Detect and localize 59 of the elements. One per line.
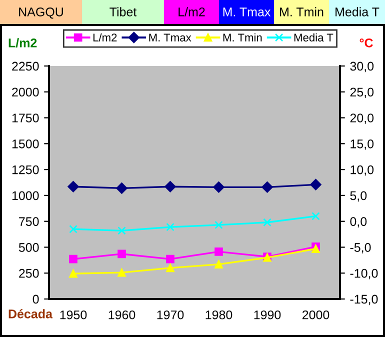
x-tick-label: 2000	[302, 310, 330, 320]
point	[213, 182, 224, 193]
chart-subtitle: Tibet	[110, 7, 137, 16]
y2-tick-label: -15,0	[350, 294, 378, 306]
y-axis-title: L/m2	[8, 38, 37, 48]
point	[214, 260, 223, 268]
chart-title: NAGQU	[19, 8, 63, 19]
text: Media T	[336, 7, 380, 16]
point	[166, 264, 174, 272]
point	[69, 269, 78, 278]
point	[262, 182, 273, 193]
point	[166, 254, 174, 264]
point	[69, 224, 78, 234]
x-tick-label: 1990	[254, 310, 281, 320]
point	[69, 254, 78, 264]
point	[68, 181, 79, 192]
y-tick-label: 2250	[12, 62, 39, 71]
text: L/m2	[178, 7, 205, 16]
y2-tick-label: 30,0	[350, 62, 374, 72]
y2-axis-title: °C	[360, 38, 373, 48]
point	[263, 218, 272, 227]
x-tick-label: 1950	[60, 310, 87, 320]
point	[118, 268, 126, 277]
point	[164, 181, 176, 192]
y2-tick-label: -10,0	[350, 268, 378, 280]
point	[214, 220, 223, 230]
y2-tick-label: -5,0	[350, 243, 371, 254]
x-tick-label: 1980	[206, 310, 232, 320]
y-tick-label: 0	[32, 294, 39, 304]
y2-tick-label: 10,0	[350, 165, 374, 176]
y2-tick-label: 25,0	[350, 88, 374, 98]
y-tick-label: 1500	[12, 139, 39, 148]
point	[312, 212, 320, 220]
y-tick-label: 1250	[12, 165, 39, 174]
point	[118, 226, 126, 235]
point	[310, 178, 322, 190]
point	[118, 250, 126, 258]
x-tick-label: 1970	[157, 310, 184, 320]
y-tick-label: 1750	[12, 114, 39, 122]
y-tick-label: 1000	[12, 191, 39, 200]
text: M. Tmax	[223, 8, 271, 16]
y2-tick-label: 20,0	[350, 114, 374, 124]
y2-tick-label: 15,0	[350, 139, 374, 150]
text: M. Tmin	[280, 7, 324, 16]
point	[116, 182, 128, 194]
x-tick-label: 1960	[108, 310, 136, 320]
y-tick-label: 750	[19, 217, 39, 226]
y-tick-label: 250	[19, 268, 39, 278]
legend-label: M. Tmin	[223, 33, 262, 42]
x-axis-title: Década	[8, 309, 53, 318]
legend-label: M. Tmax	[149, 34, 192, 42]
point	[166, 222, 174, 232]
point	[214, 248, 223, 256]
y2-tick-label: 5,0	[350, 191, 367, 202]
y-tick-label: 500	[18, 243, 39, 252]
legend-label: Media T	[294, 33, 334, 42]
y-tick-label: 2000	[12, 88, 39, 97]
legend-label: L/m2	[93, 33, 117, 42]
y2-tick-label: 0,0	[350, 217, 367, 228]
